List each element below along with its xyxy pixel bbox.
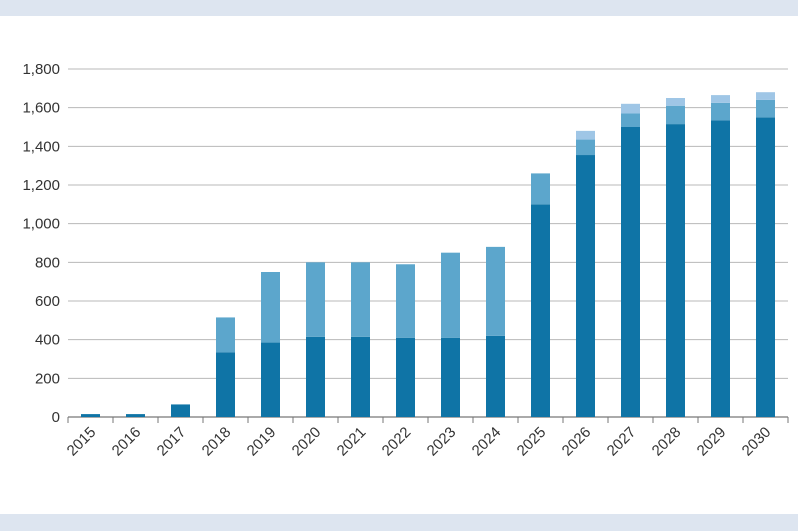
bar-segment xyxy=(486,335,505,417)
x-tick-label: 2025 xyxy=(514,424,550,460)
y-tick-label: 800 xyxy=(35,254,60,271)
y-tick-label: 200 xyxy=(35,370,60,387)
bar-segment xyxy=(666,105,685,125)
bottom-divider-band xyxy=(0,514,798,531)
y-tick-label: 1,000 xyxy=(22,216,60,233)
bar-segment xyxy=(621,127,640,417)
x-tick-label: 2019 xyxy=(244,424,280,460)
bar-segment xyxy=(621,113,640,127)
bar-segment xyxy=(531,204,550,417)
bar-segment xyxy=(711,95,730,103)
x-tick-label: 2016 xyxy=(109,424,145,460)
x-tick-label: 2026 xyxy=(559,424,595,460)
bar-segment xyxy=(756,92,775,100)
x-tick-label: 2018 xyxy=(199,424,235,460)
y-tick-label: 1,800 xyxy=(22,61,60,78)
bar-segment xyxy=(216,352,235,417)
bar-segment xyxy=(351,336,370,417)
bar-segment xyxy=(531,173,550,205)
x-tick-label: 2020 xyxy=(289,424,325,460)
bar-segment xyxy=(171,404,190,417)
bar-segment xyxy=(666,124,685,417)
bar-segment xyxy=(441,337,460,417)
x-tick-label: 2029 xyxy=(694,424,730,460)
bar-segment xyxy=(486,246,505,336)
bar-segment xyxy=(621,103,640,114)
bar-segment xyxy=(576,155,595,417)
bar-segment xyxy=(756,99,775,118)
x-tick-label: 2028 xyxy=(649,424,685,460)
y-tick-label: 600 xyxy=(35,293,60,310)
x-tick-label: 2015 xyxy=(64,424,100,460)
y-tick-label: 1,400 xyxy=(22,138,60,155)
bar-segment xyxy=(711,102,730,121)
bar-segment xyxy=(261,342,280,417)
bar-segment xyxy=(576,139,595,156)
x-tick-label: 2022 xyxy=(379,424,415,460)
bar-segment xyxy=(576,130,595,140)
bar-segment xyxy=(351,262,370,337)
bar-segment xyxy=(306,336,325,417)
bar-segment xyxy=(756,117,775,417)
x-tick-label: 2017 xyxy=(154,424,190,460)
x-tick-label: 2027 xyxy=(604,424,640,460)
x-tick-label: 2024 xyxy=(469,424,505,460)
bar-segment xyxy=(396,337,415,417)
y-tick-label: 1,200 xyxy=(22,177,60,194)
bar-segment xyxy=(81,414,100,417)
x-tick-label: 2021 xyxy=(334,424,370,460)
x-tick-label: 2023 xyxy=(424,424,460,460)
y-tick-label: 0 xyxy=(52,409,60,426)
bar-segment xyxy=(126,414,145,417)
bar-segment xyxy=(441,252,460,338)
bar-segment xyxy=(711,120,730,417)
top-divider-band xyxy=(0,0,798,16)
bar-segment xyxy=(306,262,325,337)
x-tick-label: 2030 xyxy=(739,424,775,460)
bar-segment xyxy=(666,98,685,106)
y-tick-label: 1,600 xyxy=(22,100,60,117)
bar-segment xyxy=(216,317,235,353)
bar-segment xyxy=(261,272,280,343)
y-tick-label: 400 xyxy=(35,332,60,349)
bar-segment xyxy=(396,264,415,338)
